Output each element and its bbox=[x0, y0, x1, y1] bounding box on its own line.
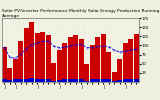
Bar bbox=[29, 78, 34, 82]
Bar bbox=[73, 35, 78, 82]
Bar bbox=[101, 79, 106, 82]
Bar bbox=[112, 72, 117, 82]
Bar bbox=[101, 34, 106, 82]
Bar bbox=[123, 79, 128, 82]
Bar bbox=[29, 22, 34, 82]
Bar bbox=[68, 79, 73, 82]
Bar bbox=[24, 28, 29, 82]
Bar bbox=[62, 79, 67, 82]
Text: Solar PV/Inverter Performance Monthly Solar Energy Production Running Average: Solar PV/Inverter Performance Monthly So… bbox=[2, 9, 159, 18]
Bar bbox=[51, 80, 56, 82]
Bar bbox=[2, 79, 7, 82]
Bar bbox=[7, 80, 12, 82]
Bar bbox=[13, 59, 18, 82]
Bar bbox=[128, 39, 133, 82]
Bar bbox=[106, 52, 111, 82]
Bar bbox=[134, 34, 139, 82]
Bar bbox=[73, 79, 78, 82]
Bar bbox=[117, 59, 122, 82]
Bar bbox=[35, 79, 40, 82]
Bar bbox=[79, 79, 84, 82]
Bar bbox=[7, 68, 12, 82]
Bar bbox=[79, 39, 84, 82]
Bar bbox=[57, 50, 62, 82]
Bar bbox=[40, 79, 45, 82]
Bar bbox=[46, 79, 51, 82]
Bar bbox=[90, 45, 95, 82]
Bar bbox=[68, 37, 73, 82]
Bar bbox=[40, 32, 45, 82]
Bar bbox=[62, 42, 67, 82]
Bar bbox=[2, 47, 7, 82]
Bar bbox=[51, 63, 56, 82]
Bar bbox=[46, 35, 51, 82]
Bar bbox=[35, 33, 40, 82]
Bar bbox=[96, 79, 100, 82]
Bar bbox=[96, 37, 100, 82]
Bar bbox=[18, 41, 23, 82]
Bar bbox=[123, 42, 128, 82]
Bar bbox=[134, 79, 139, 82]
Bar bbox=[112, 80, 117, 82]
Bar bbox=[13, 79, 18, 82]
Bar bbox=[128, 79, 133, 82]
Bar bbox=[57, 80, 62, 82]
Bar bbox=[106, 79, 111, 82]
Bar bbox=[18, 79, 23, 82]
Bar bbox=[84, 64, 89, 82]
Bar bbox=[24, 79, 29, 82]
Bar bbox=[84, 80, 89, 82]
Bar bbox=[117, 80, 122, 82]
Bar bbox=[90, 79, 95, 82]
